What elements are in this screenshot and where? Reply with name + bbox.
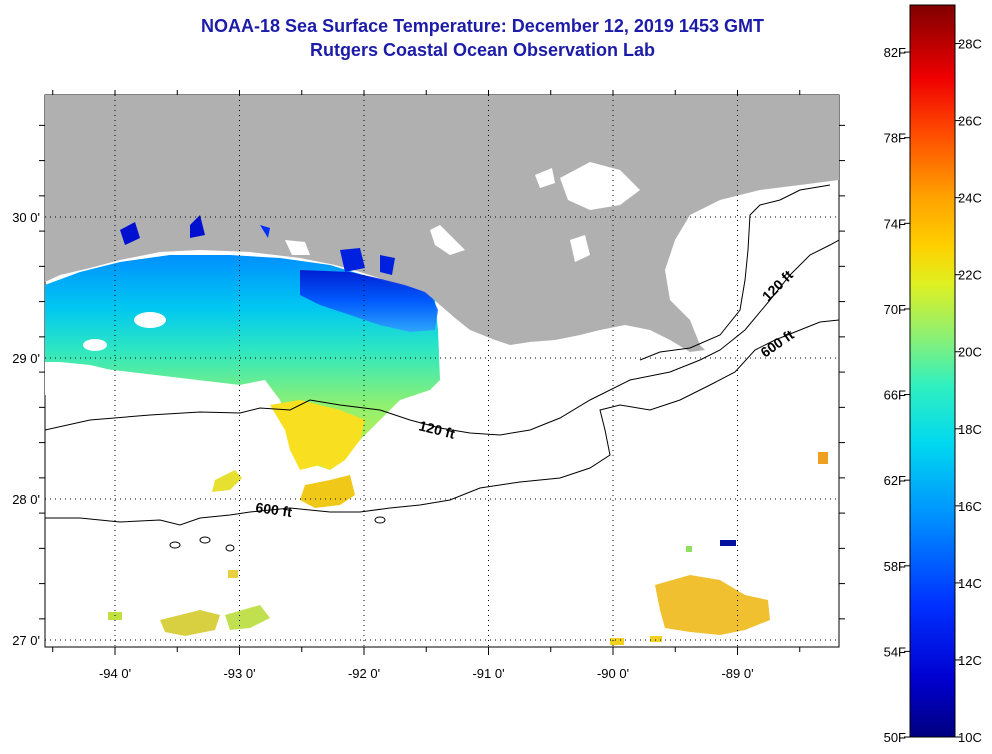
cloud-patch xyxy=(45,362,270,395)
sst-warm-patch xyxy=(212,470,242,492)
colorbar-fahrenheit-label: 50F xyxy=(884,730,906,745)
lake xyxy=(535,168,555,188)
lat-label: 28 0' xyxy=(12,492,40,507)
sst-dark-blue-patch xyxy=(300,270,438,332)
colorbar-fahrenheit-label: 78F xyxy=(884,131,906,146)
lon-label: -89 0' xyxy=(721,666,753,681)
sst-warm-patch xyxy=(686,546,692,552)
map-title: NOAA-18 Sea Surface Temperature: Decembe… xyxy=(201,16,764,36)
sst-warm-patch xyxy=(225,605,270,630)
cloud-patch xyxy=(134,312,166,328)
colorbar-fahrenheit-label: 66F xyxy=(884,388,906,403)
bathymetry-feature xyxy=(169,541,181,549)
lon-label: -90 0' xyxy=(597,666,629,681)
colorbar-fahrenheit-label: 74F xyxy=(884,216,906,231)
sst-warm-patch xyxy=(160,610,220,636)
colorbar-celsius-label: 10C xyxy=(958,730,982,745)
axis-labels: -94 0' -93 0' -92 0' -91 0' -90 0' -89 0' 30 0… xyxy=(12,210,753,681)
cloud-patch xyxy=(83,339,107,351)
contour-label: 600 ft xyxy=(255,499,294,520)
bathymetry-feature xyxy=(225,544,235,552)
isobath-600ft xyxy=(45,319,839,526)
colorbar-celsius-label: 26C xyxy=(958,114,982,129)
sst-warm-patch xyxy=(228,570,238,578)
colorbar-celsius-label: 20C xyxy=(958,345,982,360)
colorbar-fahrenheit-label: 70F xyxy=(884,302,906,317)
isobath-shelf xyxy=(639,184,831,361)
colorbar-celsius-label: 24C xyxy=(958,191,982,206)
lon-label: -93 0' xyxy=(223,666,255,681)
colorbar-labels: 28C 26C 24C 22C 20C 18C 16C 14C 12C 10C 82F 78F 74F 7… xyxy=(884,37,982,745)
colorbar-celsius-label: 18C xyxy=(958,422,982,437)
colorbar-fahrenheit-label: 82F xyxy=(884,45,906,60)
land-mass xyxy=(45,95,839,352)
colorbar-fahrenheit-label: 54F xyxy=(884,644,906,659)
lake xyxy=(285,240,310,255)
sst-warm-patch xyxy=(270,400,365,470)
colorbar-fahrenheit-label: 62F xyxy=(884,473,906,488)
lake-pontchartrain xyxy=(560,162,640,210)
lat-label: 29 0' xyxy=(12,351,40,366)
coastal-lake xyxy=(380,255,395,275)
sst-warm-patch xyxy=(818,452,828,464)
isobath-120ft xyxy=(45,239,839,436)
colorbar-fahrenheit-label: 58F xyxy=(884,559,906,574)
sst-warm-patch xyxy=(650,636,662,642)
sst-cold-patch xyxy=(720,540,736,546)
coastal-lake xyxy=(340,248,365,272)
lat-label: 30 0' xyxy=(12,210,40,225)
colorbar-celsius-label: 16C xyxy=(958,499,982,514)
lake xyxy=(430,225,465,255)
sst-warm-patch xyxy=(655,575,770,635)
bathymetry-feature xyxy=(199,536,211,544)
colorbar xyxy=(909,4,956,738)
graticule xyxy=(39,90,845,655)
lake xyxy=(570,235,590,262)
map-subtitle: Rutgers Coastal Ocean Observation Lab xyxy=(309,40,656,60)
lon-label: -92 0' xyxy=(348,666,380,681)
colorbar-celsius-label: 12C xyxy=(958,653,982,668)
coastal-lake xyxy=(120,222,140,245)
lon-label: -94 0' xyxy=(99,666,131,681)
colorbar-celsius-label: 14C xyxy=(958,576,982,591)
lat-label: 27 0' xyxy=(12,633,40,648)
lon-label: -91 0' xyxy=(472,666,504,681)
colorbar-celsius-label: 28C xyxy=(958,37,982,52)
coastal-lake xyxy=(260,225,270,238)
colorbar-celsius-label: 22C xyxy=(958,268,982,283)
sst-warm-patch xyxy=(300,475,355,508)
bathymetry-feature xyxy=(374,516,386,524)
coastal-lake xyxy=(190,215,205,238)
sst-warm-patch xyxy=(610,638,624,645)
